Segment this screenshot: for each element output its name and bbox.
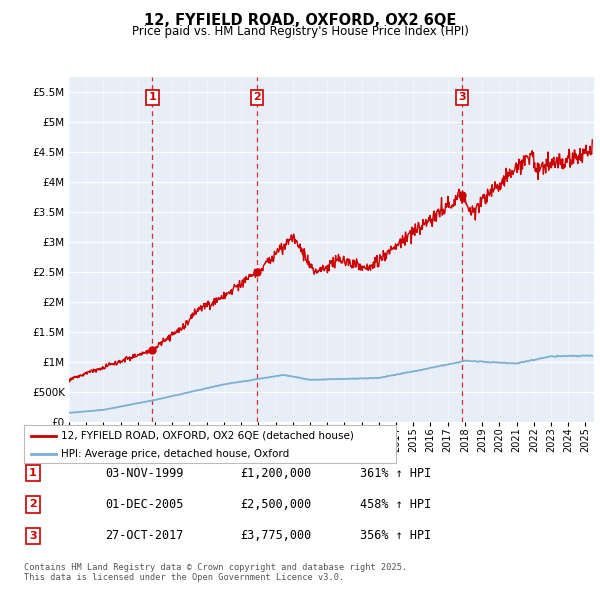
Text: 3: 3 (29, 531, 37, 540)
Text: 361% ↑ HPI: 361% ↑ HPI (360, 467, 431, 480)
Text: 3: 3 (458, 92, 466, 102)
Text: £2,500,000: £2,500,000 (240, 498, 311, 511)
Text: 2: 2 (29, 500, 37, 509)
Text: £3,775,000: £3,775,000 (240, 529, 311, 542)
Text: 12, FYFIELD ROAD, OXFORD, OX2 6QE (detached house): 12, FYFIELD ROAD, OXFORD, OX2 6QE (detac… (61, 431, 354, 441)
Text: Contains HM Land Registry data © Crown copyright and database right 2025.
This d: Contains HM Land Registry data © Crown c… (24, 563, 407, 582)
Text: 27-OCT-2017: 27-OCT-2017 (105, 529, 184, 542)
Text: 1: 1 (29, 468, 37, 478)
Text: 458% ↑ HPI: 458% ↑ HPI (360, 498, 431, 511)
Text: Price paid vs. HM Land Registry's House Price Index (HPI): Price paid vs. HM Land Registry's House … (131, 25, 469, 38)
Text: 1: 1 (148, 92, 156, 102)
Text: 12, FYFIELD ROAD, OXFORD, OX2 6QE: 12, FYFIELD ROAD, OXFORD, OX2 6QE (144, 13, 456, 28)
Text: 356% ↑ HPI: 356% ↑ HPI (360, 529, 431, 542)
Text: 01-DEC-2005: 01-DEC-2005 (105, 498, 184, 511)
Text: £1,200,000: £1,200,000 (240, 467, 311, 480)
Text: 03-NOV-1999: 03-NOV-1999 (105, 467, 184, 480)
Text: 2: 2 (253, 92, 261, 102)
Text: HPI: Average price, detached house, Oxford: HPI: Average price, detached house, Oxfo… (61, 448, 289, 458)
